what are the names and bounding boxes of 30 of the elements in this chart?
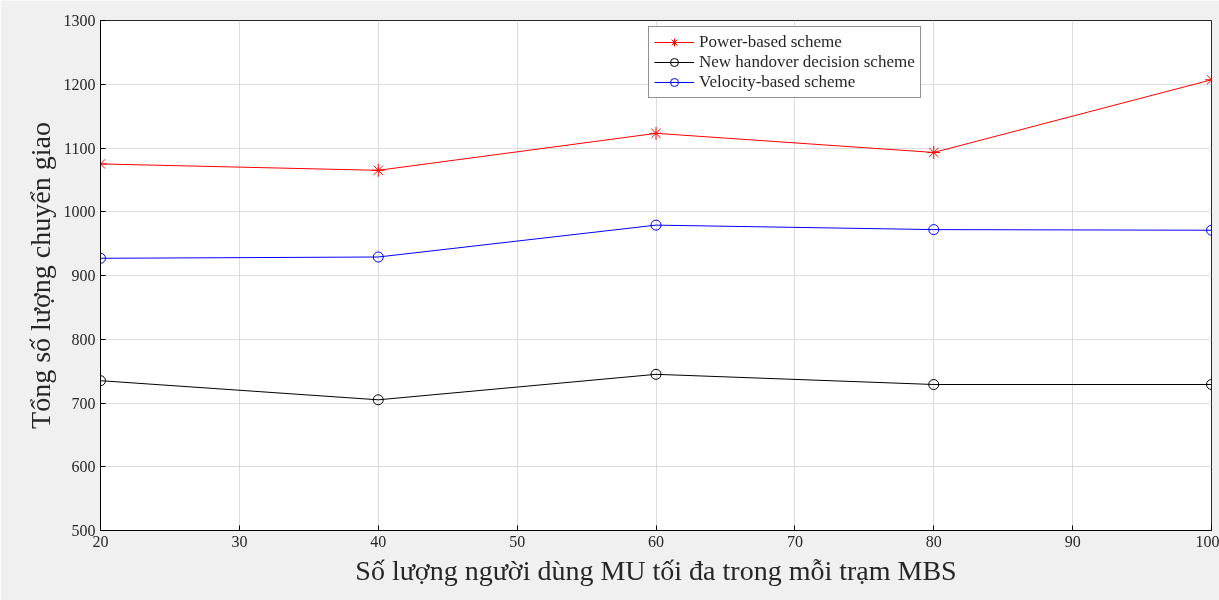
point [926,145,941,160]
x-tick-label: 60 [648,532,664,550]
y-tick-label: 1100 [64,139,96,157]
y-tick-label: 800 [71,330,96,348]
point [649,126,663,141]
x-tick-label: 70 [786,532,803,550]
point [371,163,386,178]
x-tick-label: 100 [1195,532,1219,550]
point [372,394,384,406]
x-tick-label: 80 [925,532,942,550]
y-tick-label: 600 [71,458,96,476]
point [372,251,384,263]
y-tick-label: 1300 [63,12,96,29]
x-tick-label: 30 [231,532,248,550]
y-tick-label: 1000 [63,203,96,221]
x-tick-label: 40 [370,532,387,550]
x-tick-label: 50 [509,532,526,550]
legend-label: Power-based scheme [699,32,842,52]
y-axis-title: Tổng số lượng chuyển giao [24,122,56,429]
legend-label: Velocity-based scheme [699,72,856,92]
x-tick-label: 90 [1064,532,1081,550]
x-axis-title: Số lượng người dùng MU tối đa trong mỗi trạm MBS [355,554,957,586]
point [650,368,662,380]
y-tick-label: 1200 [63,75,96,93]
y-tick-label: 900 [71,267,96,284]
legend-label: New handover decision scheme [699,52,915,72]
point [650,219,662,231]
y-tick-label: 700 [71,394,96,412]
point [928,379,940,390]
point [928,224,940,236]
